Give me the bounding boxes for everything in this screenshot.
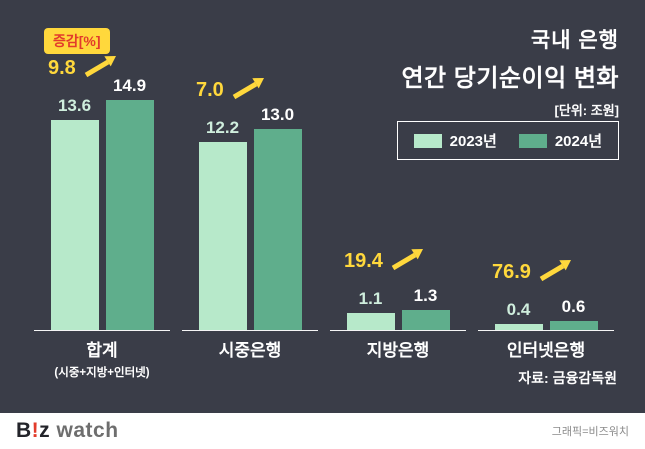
bar-2023년-시중은행: 12.2 bbox=[198, 118, 247, 330]
legend-swatch-2024 bbox=[518, 133, 547, 148]
title-line-2: 연간 당기순이익 변화 bbox=[401, 65, 619, 92]
bar-pair: 12.2 13.0 bbox=[176, 105, 324, 330]
category-name: 인터넷은행 bbox=[506, 341, 586, 360]
chart-group-4: 0.4 0.6 76.9 인터넷은행 bbox=[472, 100, 620, 360]
category-name: 지방은행 bbox=[366, 341, 430, 360]
bar-value-label: 1.3 bbox=[413, 285, 438, 305]
chart-title-block: 국내 은행 연간 당기순이익 변화 [단위: 조원] bbox=[401, 24, 619, 119]
bar-value-label: 1.1 bbox=[358, 289, 383, 309]
growth-arrow-icon bbox=[539, 259, 571, 281]
bar-pair: 0.4 0.6 bbox=[472, 297, 620, 330]
legend: 2023년 2024년 bbox=[396, 121, 619, 160]
bar-pair: 1.1 1.3 bbox=[324, 286, 472, 330]
logo-z: z bbox=[39, 419, 51, 442]
pct-change-value: 9.8 bbox=[48, 57, 76, 80]
axis-baseline bbox=[34, 329, 170, 331]
category-label-3: 지방은행 bbox=[316, 336, 480, 361]
bar-value-label: 12.2 bbox=[205, 117, 240, 137]
logo-exclamation: ! bbox=[31, 419, 40, 442]
category-label-4: 인터넷은행 bbox=[464, 336, 628, 361]
legend-swatch-2023 bbox=[413, 133, 442, 148]
logo-b: B bbox=[16, 419, 32, 442]
bar-value-label: 14.9 bbox=[112, 76, 147, 95]
graphic-credit: 그래픽=비즈워치 bbox=[551, 426, 629, 438]
growth-arrow-icon bbox=[232, 77, 264, 99]
pct-change-value: 19.4 bbox=[344, 250, 383, 273]
pct-change-label: 76.9 bbox=[492, 257, 574, 284]
legend-label-2024: 2024년 bbox=[554, 133, 602, 150]
bizwatch-logo: B!z watch bbox=[16, 419, 119, 443]
bar-value-label: 13.0 bbox=[260, 105, 295, 125]
bar-pair: 13.6 14.9 bbox=[28, 76, 176, 330]
growth-arrow-icon bbox=[391, 249, 423, 271]
axis-baseline bbox=[182, 329, 318, 331]
bar-value-label: 13.6 bbox=[57, 96, 92, 116]
pct-change-label: 9.8 bbox=[48, 53, 119, 80]
chart-group-2: 12.2 13.0 7.0 시중은행 bbox=[176, 77, 324, 360]
footer-bar: B!z watch 그래픽=비즈워치 bbox=[0, 413, 645, 449]
title-line-1: 국내 은행 bbox=[530, 29, 619, 52]
axis-baseline bbox=[478, 329, 614, 331]
logo-watch: watch bbox=[56, 419, 119, 442]
pct-change-value: 76.9 bbox=[492, 260, 531, 283]
bar-value-label: 0.6 bbox=[561, 296, 586, 316]
bar-value-label: 0.4 bbox=[506, 299, 531, 319]
category-name: 합계 bbox=[86, 341, 118, 360]
category-subtitle: (시중+지방+인터넷) bbox=[54, 367, 150, 379]
legend-item-2023: 2023년 bbox=[413, 130, 497, 151]
source-label: 자료: 금융감독원 bbox=[518, 370, 617, 386]
bar-2024년-합계: 14.9 bbox=[105, 76, 154, 330]
bar-2024년-인터넷은행: 0.6 bbox=[549, 297, 598, 330]
category-label-1: 합계 (시중+지방+인터넷) bbox=[20, 336, 184, 380]
bar-2024년-시중은행: 13.0 bbox=[253, 105, 302, 330]
pct-change-value: 7.0 bbox=[196, 78, 224, 101]
category-name: 시중은행 bbox=[218, 341, 282, 360]
change-percent-badge: 증감[%] bbox=[44, 28, 110, 54]
pct-change-label: 7.0 bbox=[196, 75, 267, 102]
chart-group-1: 13.6 14.9 9.8 합계 (시중+지방+인터넷) bbox=[28, 56, 176, 379]
bar-2024년-지방은행: 1.3 bbox=[401, 286, 450, 330]
pct-change-label: 19.4 bbox=[344, 246, 426, 273]
legend-item-2024: 2024년 bbox=[518, 130, 602, 151]
bar-2023년-인터넷은행: 0.4 bbox=[494, 300, 543, 330]
axis-baseline bbox=[330, 329, 466, 331]
legend-label-2023: 2023년 bbox=[449, 133, 497, 150]
bar-2023년-합계: 13.6 bbox=[50, 96, 99, 330]
category-label-2: 시중은행 bbox=[168, 336, 332, 361]
chart-group-3: 1.1 1.3 19.4 지방은행 bbox=[324, 100, 472, 360]
unit-label: [단위: 조원] bbox=[554, 103, 619, 118]
bar-chart: 13.6 14.9 9.8 합계 (시중+지방+인터넷) 12.2 13.0 7.0 시중은행 1… bbox=[28, 56, 620, 379]
bar-2023년-지방은행: 1.1 bbox=[346, 289, 395, 330]
growth-arrow-icon bbox=[84, 56, 116, 78]
